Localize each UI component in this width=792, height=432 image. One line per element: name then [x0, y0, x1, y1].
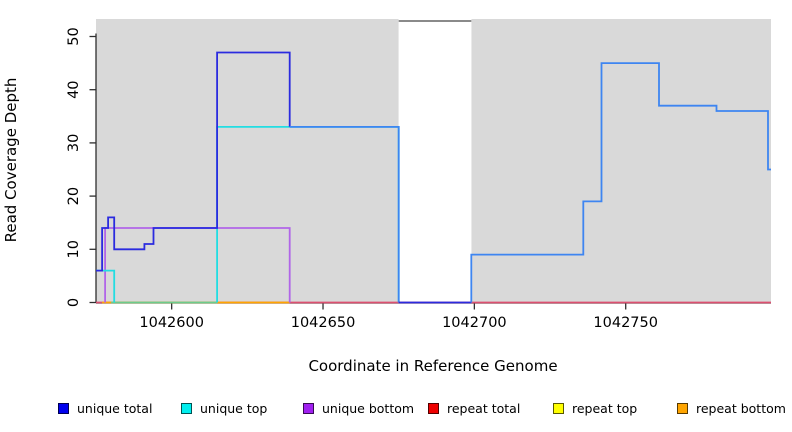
x-axis-title: Coordinate in Reference Genome [308, 357, 557, 375]
legend-item: repeat total [428, 399, 520, 417]
legend-swatch-repeat-total [428, 402, 439, 414]
y-tick-label: 20 [66, 187, 82, 205]
series-unique-total [96, 51, 291, 272]
plot-background-layer [96, 19, 771, 304]
y-axis-title: Read Coverage Depth [2, 78, 20, 243]
y-tick-label: 40 [66, 80, 82, 98]
y-tick-label: 50 [66, 27, 82, 45]
series-layer [96, 51, 771, 304]
x-tick-label: 1042700 [442, 315, 507, 331]
x-tick-label: 1042750 [593, 315, 658, 331]
x-tick-label: 1042600 [139, 315, 204, 331]
legend-swatch-repeat-top [553, 402, 564, 414]
legend-label: repeat bottom [696, 400, 786, 416]
legend-label: unique total [77, 400, 153, 416]
x-tick-label: 1042650 [291, 315, 356, 331]
legend-swatch-unique-bottom [303, 402, 314, 414]
legend-item: repeat top [553, 399, 637, 417]
legend-swatch-unique-top [181, 402, 192, 414]
masked-region [398, 19, 472, 304]
legend-swatch-repeat-bottom [677, 402, 688, 414]
y-tick-label: 0 [66, 298, 82, 307]
legend-label: repeat total [447, 400, 521, 416]
y-tick-label: 30 [66, 134, 82, 152]
legend-item: unique top [181, 399, 267, 417]
legend-item: unique total [58, 399, 152, 417]
legend-item: unique bottom [303, 399, 414, 417]
y-tick-label: 10 [66, 240, 82, 258]
plot-background [96, 19, 399, 304]
plot-background [471, 19, 771, 304]
legend-label: unique top [200, 400, 268, 416]
series-unique-total [470, 62, 771, 303]
series-unique-total [289, 126, 400, 303]
legend-label: repeat top [572, 400, 638, 416]
legend-label: unique bottom [322, 400, 415, 416]
legend-swatch-unique-total [58, 402, 69, 414]
legend-item: repeat bottom [677, 399, 786, 417]
legend: unique total unique top unique bottom re… [0, 399, 792, 421]
